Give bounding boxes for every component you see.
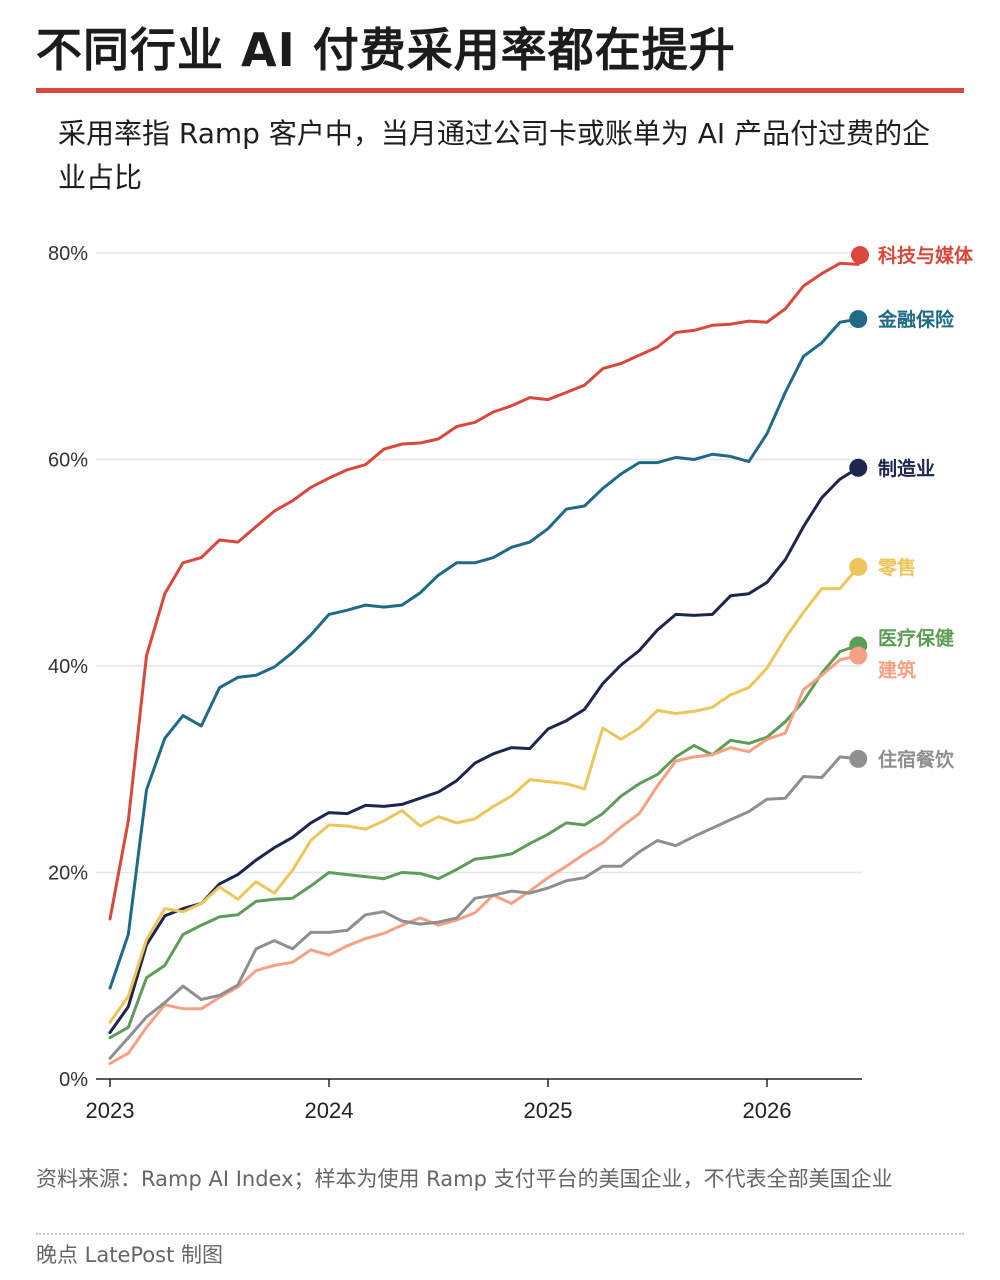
series-label: 金融保险 [877, 308, 955, 331]
axes: 0% 20% 40% 60% 80% 2023 2024 2025 2026 [48, 243, 862, 1123]
series-line [108, 466, 860, 1034]
credit-line: 晚点 LatePost 制图 [36, 1243, 224, 1267]
y-tick-label: 20% [48, 863, 88, 885]
x-tick-label: 2023 [86, 1098, 135, 1123]
y-tick-label: 80% [48, 243, 88, 265]
series-line [108, 565, 860, 1024]
x-tick-label: 2026 [743, 1098, 792, 1123]
series-end-dot [849, 749, 868, 768]
series-label: 建筑 [878, 659, 916, 682]
source-note: 资料来源：Ramp AI Index；样本为使用 Ramp 支付平台的美国企业，… [36, 1167, 893, 1191]
series-line [108, 317, 860, 990]
series-end-dot [849, 557, 868, 576]
series-label: 医疗保健 [878, 626, 954, 649]
series-end-dot [851, 246, 869, 265]
gridlines [96, 252, 862, 874]
series-label: 科技与媒体 [878, 244, 974, 267]
series-line [108, 755, 860, 1060]
series-line [108, 253, 862, 921]
y-tick-label: 60% [48, 450, 88, 472]
x-tick-label: 2025 [524, 1098, 573, 1123]
footer-divider [36, 1233, 964, 1235]
series-label: 零售 [877, 556, 916, 579]
series-lines [108, 246, 869, 1065]
series-end-dot [849, 646, 868, 665]
y-tick-label: 0% [59, 1069, 88, 1091]
adoption-line-chart: 0% 20% 40% 60% 80% 2023 2024 2025 2026 科技与媒体金融保险… [48, 243, 974, 1123]
series-end-dot [849, 458, 868, 477]
chart-subtitle: 采用率指 Ramp 客户中，当月通过公司卡或账单为 AI 产品付过费的企业占比 [58, 117, 931, 194]
page-title: 不同行业 AI 付费采用率都在提升 [36, 23, 736, 77]
series-line [108, 654, 860, 1065]
x-tick-label: 2024 [305, 1098, 354, 1123]
series-label: 制造业 [878, 457, 935, 480]
title-divider [36, 88, 964, 93]
series-line [108, 643, 860, 1040]
series-label: 住宿餐饮 [878, 748, 955, 771]
y-tick-label: 40% [48, 656, 88, 678]
series-end-dot [849, 310, 868, 329]
